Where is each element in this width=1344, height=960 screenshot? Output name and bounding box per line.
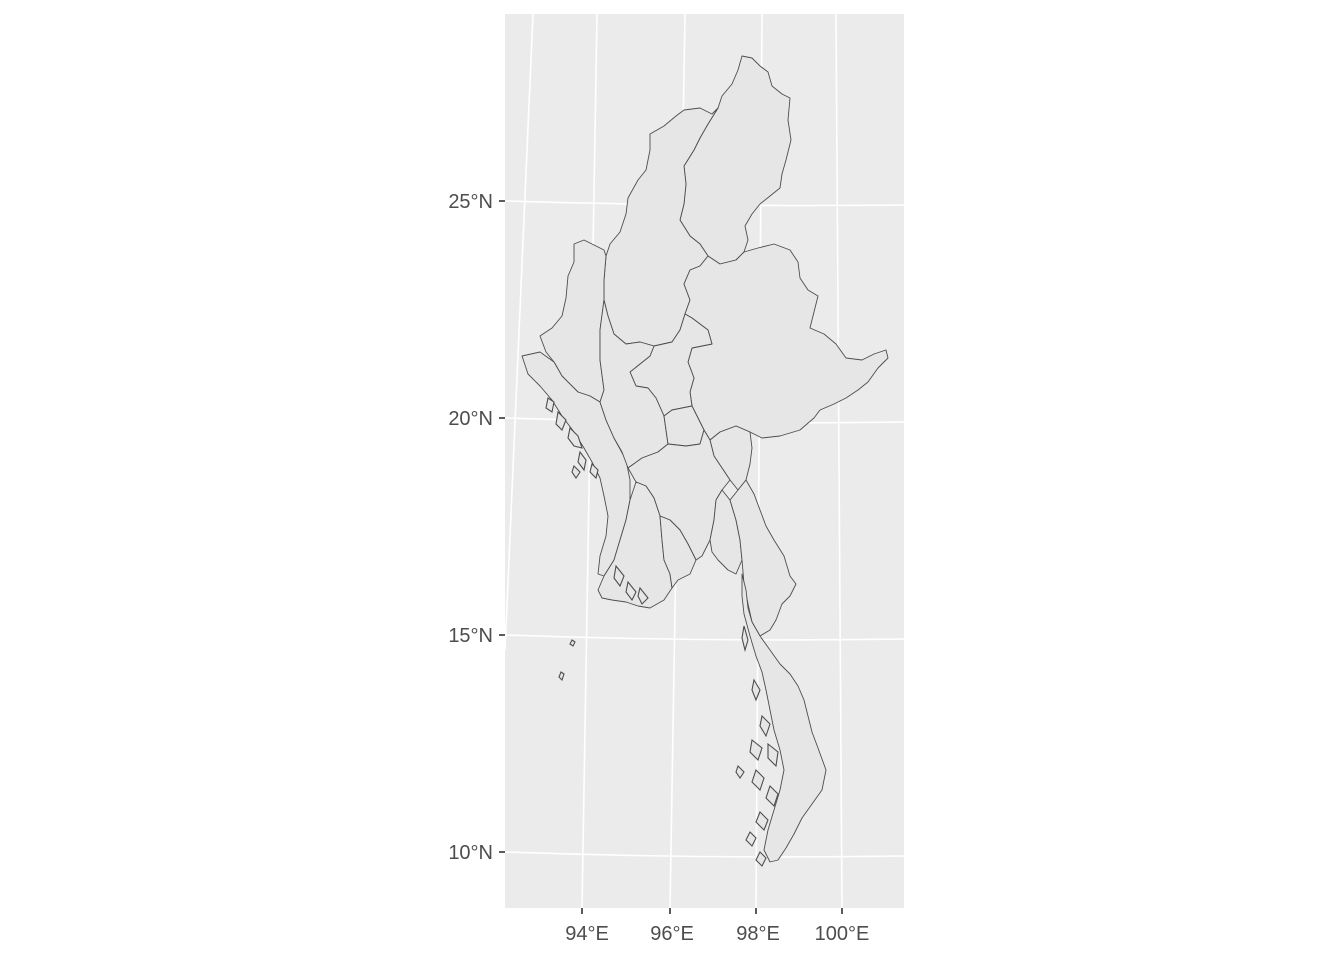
island-rakhine-2 [555, 410, 567, 431]
meridian-94b [581, 13, 598, 909]
meridian-94 [504, 13, 534, 651]
island-coco-1 [569, 639, 576, 647]
axis-labels: 25°N 20°N 15°N 10°N 94°E 96°E 98°E 100°E [448, 191, 869, 945]
lat-label-20: 20°N [448, 408, 493, 430]
island-rakhine-6 [589, 462, 599, 480]
island-rakhine-4 [577, 450, 587, 472]
island-delta-1 [613, 564, 625, 588]
island-delta-2 [625, 580, 637, 602]
island-mergui-6 [751, 768, 765, 792]
parallel-10 [504, 851, 905, 858]
island-mergui-4 [749, 738, 763, 762]
island-rakhine-3 [567, 426, 583, 449]
coastal-islands [545, 397, 779, 867]
lat-label-15: 15°N [448, 625, 493, 647]
island-mergui-3 [759, 714, 771, 738]
region-yangon [659, 515, 697, 589]
island-mergui-7 [765, 784, 779, 808]
lon-label-98: 98°E [736, 923, 780, 945]
island-mergui-1 [741, 625, 749, 653]
lon-label-100: 100°E [815, 923, 870, 945]
island-mergui-5 [767, 742, 779, 768]
island-delta-3 [637, 586, 649, 605]
island-mergui-8 [735, 764, 745, 779]
lat-label-25: 25°N [448, 191, 493, 213]
lat-label-10: 10°N [448, 842, 493, 864]
island-mergui-10 [745, 831, 757, 847]
axis-ticks [499, 200, 843, 914]
region-tanintharyi [741, 573, 827, 863]
region-kayin [729, 479, 797, 637]
myanmar-regions [521, 55, 889, 863]
island-mergui-11 [755, 851, 767, 867]
lon-label-96: 96°E [650, 923, 694, 945]
island-rakhine-1 [545, 397, 555, 413]
parallel-15 [504, 634, 905, 641]
meridian-100 [835, 13, 843, 909]
island-rakhine-5 [571, 464, 581, 479]
island-coco-2 [558, 671, 565, 682]
island-mergui-9 [755, 811, 769, 831]
lon-label-94: 94°E [565, 923, 609, 945]
island-mergui-2 [751, 678, 761, 702]
